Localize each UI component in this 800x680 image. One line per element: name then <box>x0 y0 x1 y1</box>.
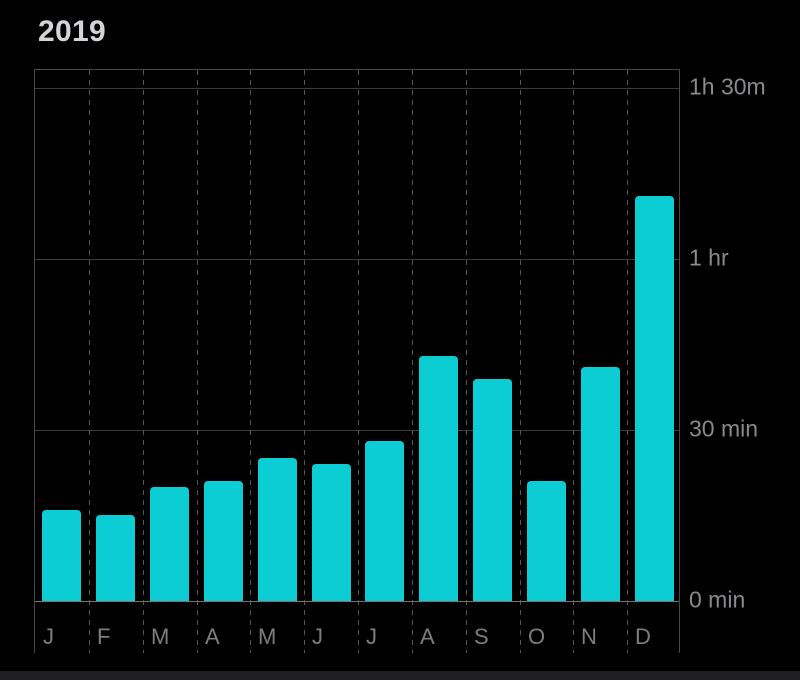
bar-m-3 <box>150 487 189 601</box>
bar-j-7 <box>365 441 404 601</box>
bar-n-11 <box>581 367 620 601</box>
gridline-30min <box>35 430 679 431</box>
bar-a-8 <box>419 356 458 601</box>
bar-o-10 <box>527 481 566 601</box>
bar-m-5 <box>258 458 297 601</box>
y-tick-label: 0 min <box>689 586 746 613</box>
bar-f-2 <box>96 515 135 601</box>
x-tick-label-month: M <box>151 624 170 649</box>
month-separator-dashed-line <box>466 70 467 653</box>
bar-s-9 <box>473 379 512 601</box>
x-tick-label-month: O <box>528 624 546 649</box>
month-separator-dashed-line <box>250 70 251 653</box>
bar-j-1 <box>42 510 81 601</box>
chart-title: 2019 <box>38 15 106 48</box>
x-tick-label-month: D <box>635 624 651 649</box>
x-tick-label-month: S <box>474 624 489 649</box>
month-separator-dashed-line <box>197 70 198 653</box>
month-separator-dashed-line <box>573 70 574 653</box>
baseline-0min <box>35 601 679 602</box>
month-separator-dashed-line <box>412 70 413 653</box>
x-tick-label-month: J <box>366 624 377 649</box>
x-tick-label-month: A <box>205 624 220 649</box>
bottom-edge-strip <box>0 671 800 680</box>
x-tick-label-month: M <box>258 624 277 649</box>
bar-d-12 <box>635 196 674 601</box>
bar-j-6 <box>312 464 351 601</box>
y-tick-label: 30 min <box>689 415 759 442</box>
month-separator-dashed-line <box>89 70 90 653</box>
month-separator-dashed-line <box>304 70 305 653</box>
bar-a-4 <box>204 481 243 601</box>
gridline-90min <box>35 88 679 89</box>
month-separator-dashed-line <box>520 70 521 653</box>
x-tick-label-month: F <box>97 624 111 649</box>
y-tick-label: 1 hr <box>689 244 729 271</box>
month-separator-dashed-line <box>627 70 628 653</box>
month-separator-dashed-line <box>358 70 359 653</box>
month-separator-dashed-line <box>143 70 144 653</box>
x-tick-label-month: J <box>43 624 54 649</box>
y-tick-label: 1h 30m <box>689 73 766 100</box>
x-tick-label-month: J <box>312 624 323 649</box>
gridline-60min <box>35 259 679 260</box>
x-tick-label-month: A <box>420 624 435 649</box>
x-tick-label-month: N <box>581 624 597 649</box>
